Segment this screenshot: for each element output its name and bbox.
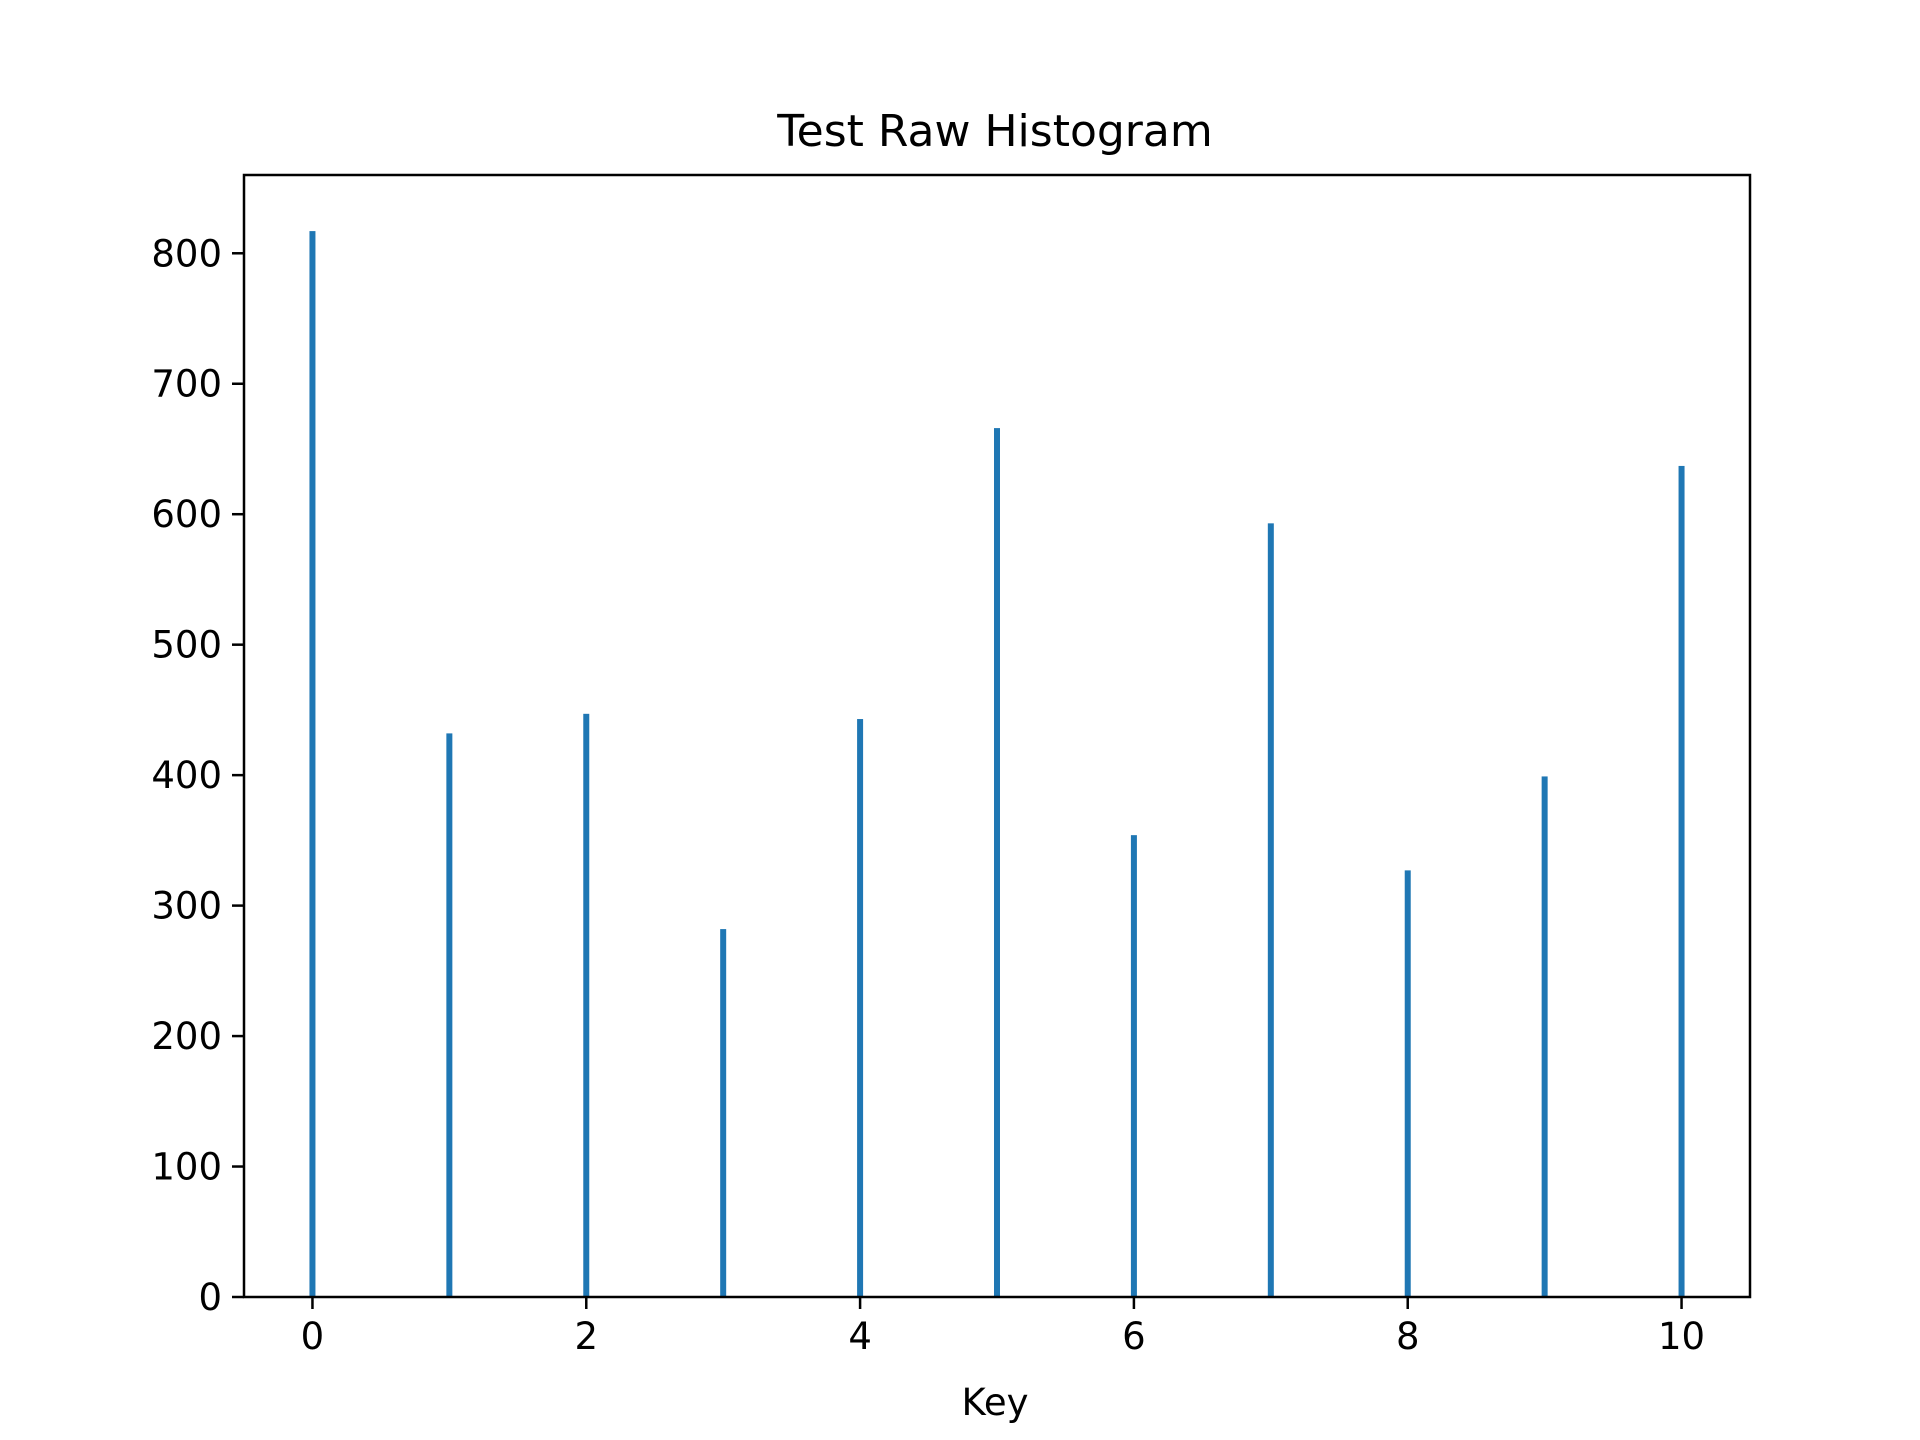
y-tick-label: 100 [151, 1146, 222, 1189]
x-tick-label: 2 [574, 1315, 598, 1358]
y-tick-label: 0 [198, 1276, 222, 1319]
y-tick-label: 200 [151, 1015, 222, 1058]
bar-key-2 [583, 713, 590, 1297]
y-tick-label: 400 [151, 754, 222, 797]
bar-key-8 [1404, 870, 1411, 1297]
y-tick-label: 500 [151, 624, 222, 667]
bars-layer [309, 231, 1685, 1298]
y-axis-ticks: 0 100 200 300 400 500 600 700 800 [151, 232, 244, 1319]
bar-key-9 [1541, 776, 1548, 1297]
y-tick-label: 600 [151, 493, 222, 536]
bar-key-0 [309, 231, 316, 1298]
x-tick-label: 8 [1396, 1315, 1420, 1358]
x-tick-label: 6 [1122, 1315, 1146, 1358]
bar-key-1 [446, 733, 453, 1297]
bar-key-4 [857, 719, 864, 1297]
y-tick-label: 300 [151, 885, 222, 928]
x-tick-label: 0 [301, 1315, 325, 1358]
bar-key-3 [720, 929, 727, 1297]
x-axis-ticks: 0 2 4 6 8 10 [301, 1297, 1705, 1358]
y-tick-label: 800 [151, 232, 222, 275]
x-axis-label: Key [961, 1381, 1028, 1424]
y-tick-label: 700 [151, 363, 222, 406]
bar-key-5 [994, 428, 1000, 1298]
bar-key-7 [1267, 523, 1274, 1297]
plot-area-frame [242, 173, 1752, 1299]
x-tick-label: 10 [1658, 1315, 1705, 1358]
bar-key-10 [1678, 465, 1685, 1297]
bar-key-6 [1130, 835, 1137, 1297]
x-tick-label: 4 [848, 1315, 872, 1358]
chart-title: Test Raw Histogram [776, 106, 1212, 157]
